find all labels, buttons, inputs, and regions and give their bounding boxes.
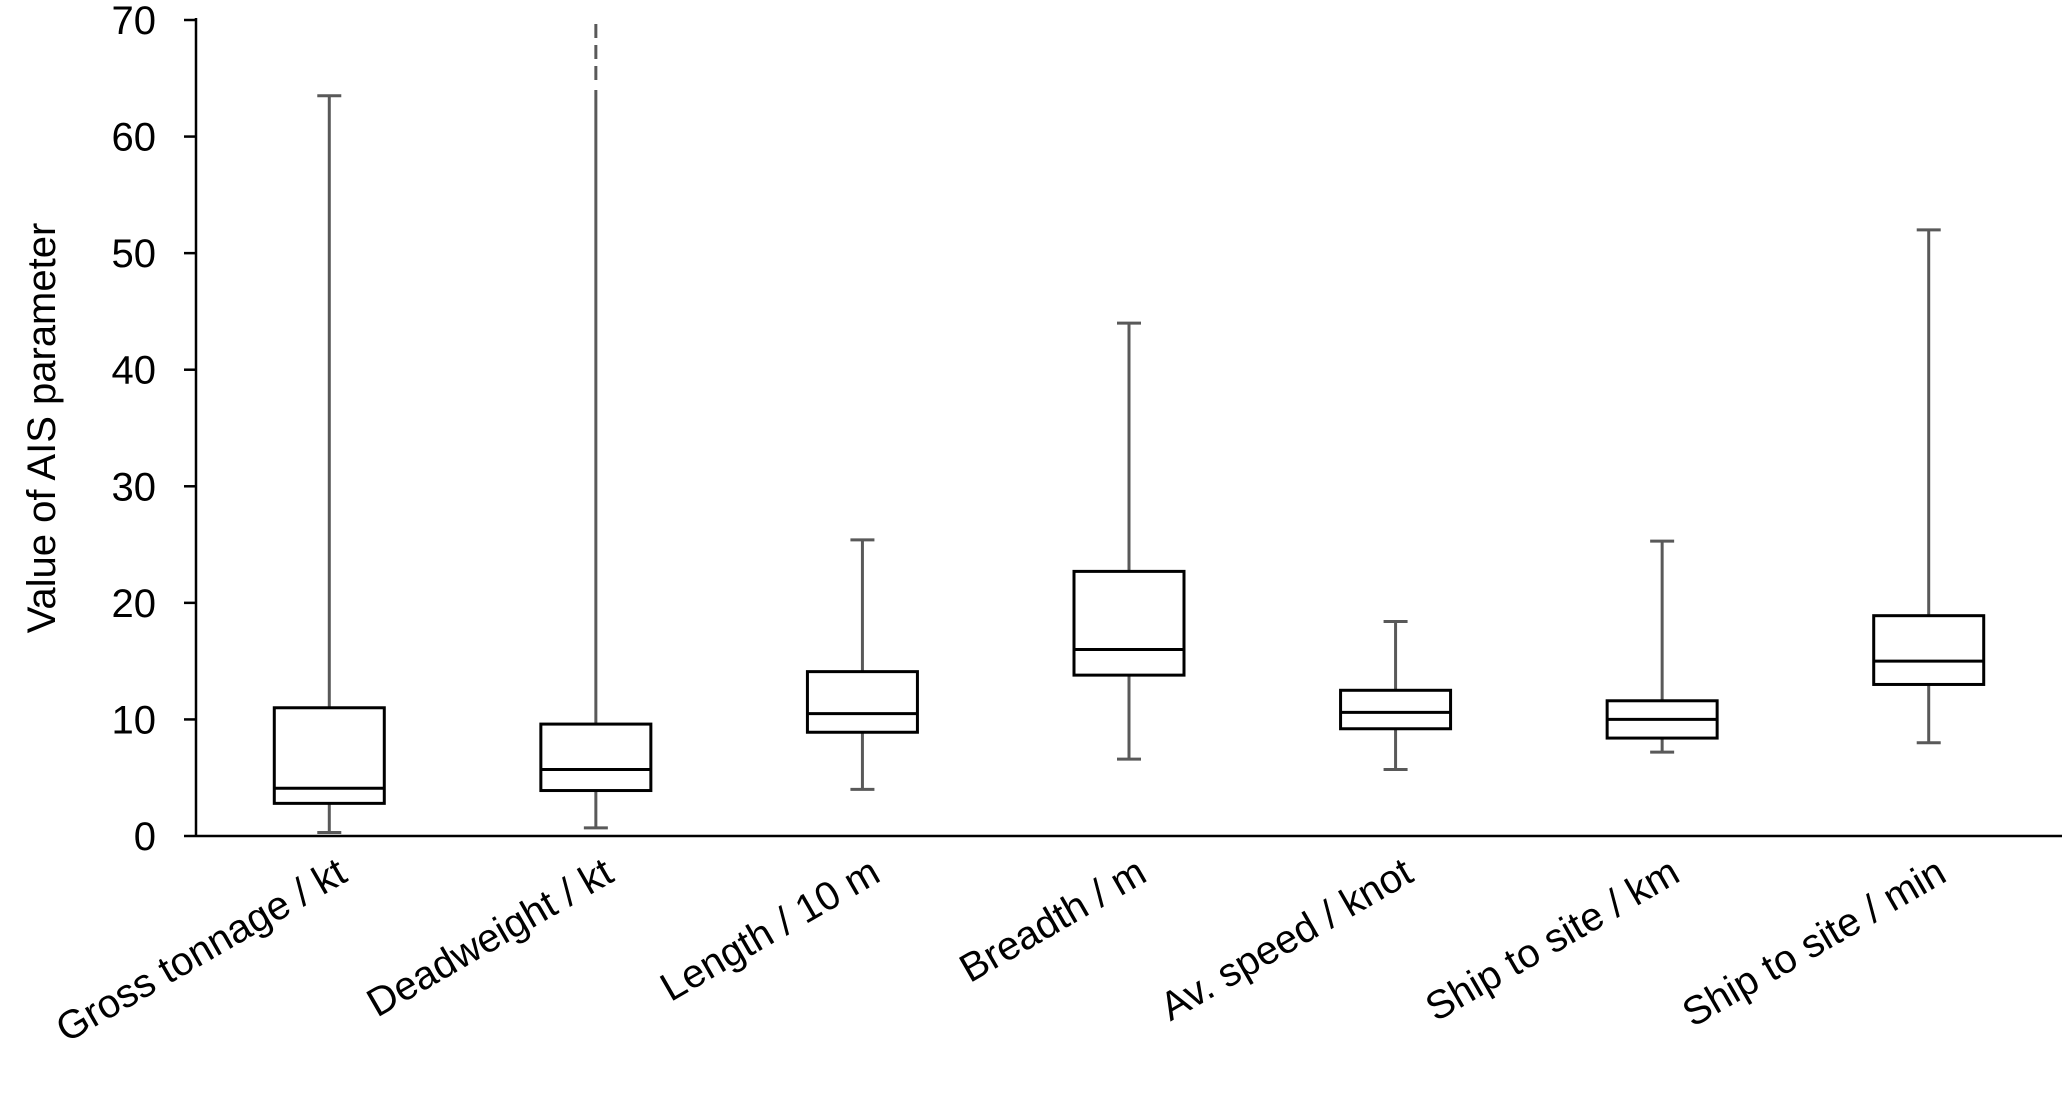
boxes-layer — [272, 20, 1986, 835]
box-plot-item — [1605, 539, 1719, 754]
box-plot-item — [1872, 228, 1986, 745]
box-plot-item — [1072, 321, 1186, 761]
y-tick-label: 70 — [112, 0, 157, 43]
x-category-label: Ship to site / min — [1675, 850, 1953, 1036]
y-tick-label: 60 — [112, 116, 157, 160]
y-tick-label: 30 — [112, 465, 157, 509]
y-tick-label: 40 — [112, 349, 157, 393]
x-category-label: Breadth / m — [952, 850, 1153, 991]
y-tick-label: 20 — [112, 582, 157, 626]
x-axis: Gross tonnage / kt Deadweight / kt Length … — [49, 834, 2062, 1052]
x-category-label: Length / 10 m — [653, 850, 887, 1010]
x-category-label: Ship to site / km — [1418, 850, 1686, 1030]
y-axis: 0 10 20 30 40 50 60 70 — [112, 0, 198, 859]
box-plot-item — [272, 94, 386, 835]
box-plot-item — [539, 20, 653, 830]
box-plot-item — [1339, 620, 1453, 772]
y-tick-label: 50 — [112, 232, 157, 276]
interquartile-box — [539, 722, 653, 793]
y-tick-label: 0 — [134, 815, 156, 859]
y-tick-label: 10 — [112, 698, 157, 742]
box-plot-item — [805, 538, 919, 791]
interquartile-box — [1339, 688, 1453, 731]
interquartile-box — [1872, 614, 1986, 686]
x-category-label: Deadweight / kt — [360, 850, 621, 1026]
x-category-label: Av. speed / knot — [1153, 850, 1420, 1030]
interquartile-box — [805, 670, 919, 734]
x-category-label: Gross tonnage / kt — [49, 850, 354, 1052]
y-axis-title: Value of AIS parameter — [20, 223, 64, 634]
interquartile-box — [1072, 569, 1186, 677]
